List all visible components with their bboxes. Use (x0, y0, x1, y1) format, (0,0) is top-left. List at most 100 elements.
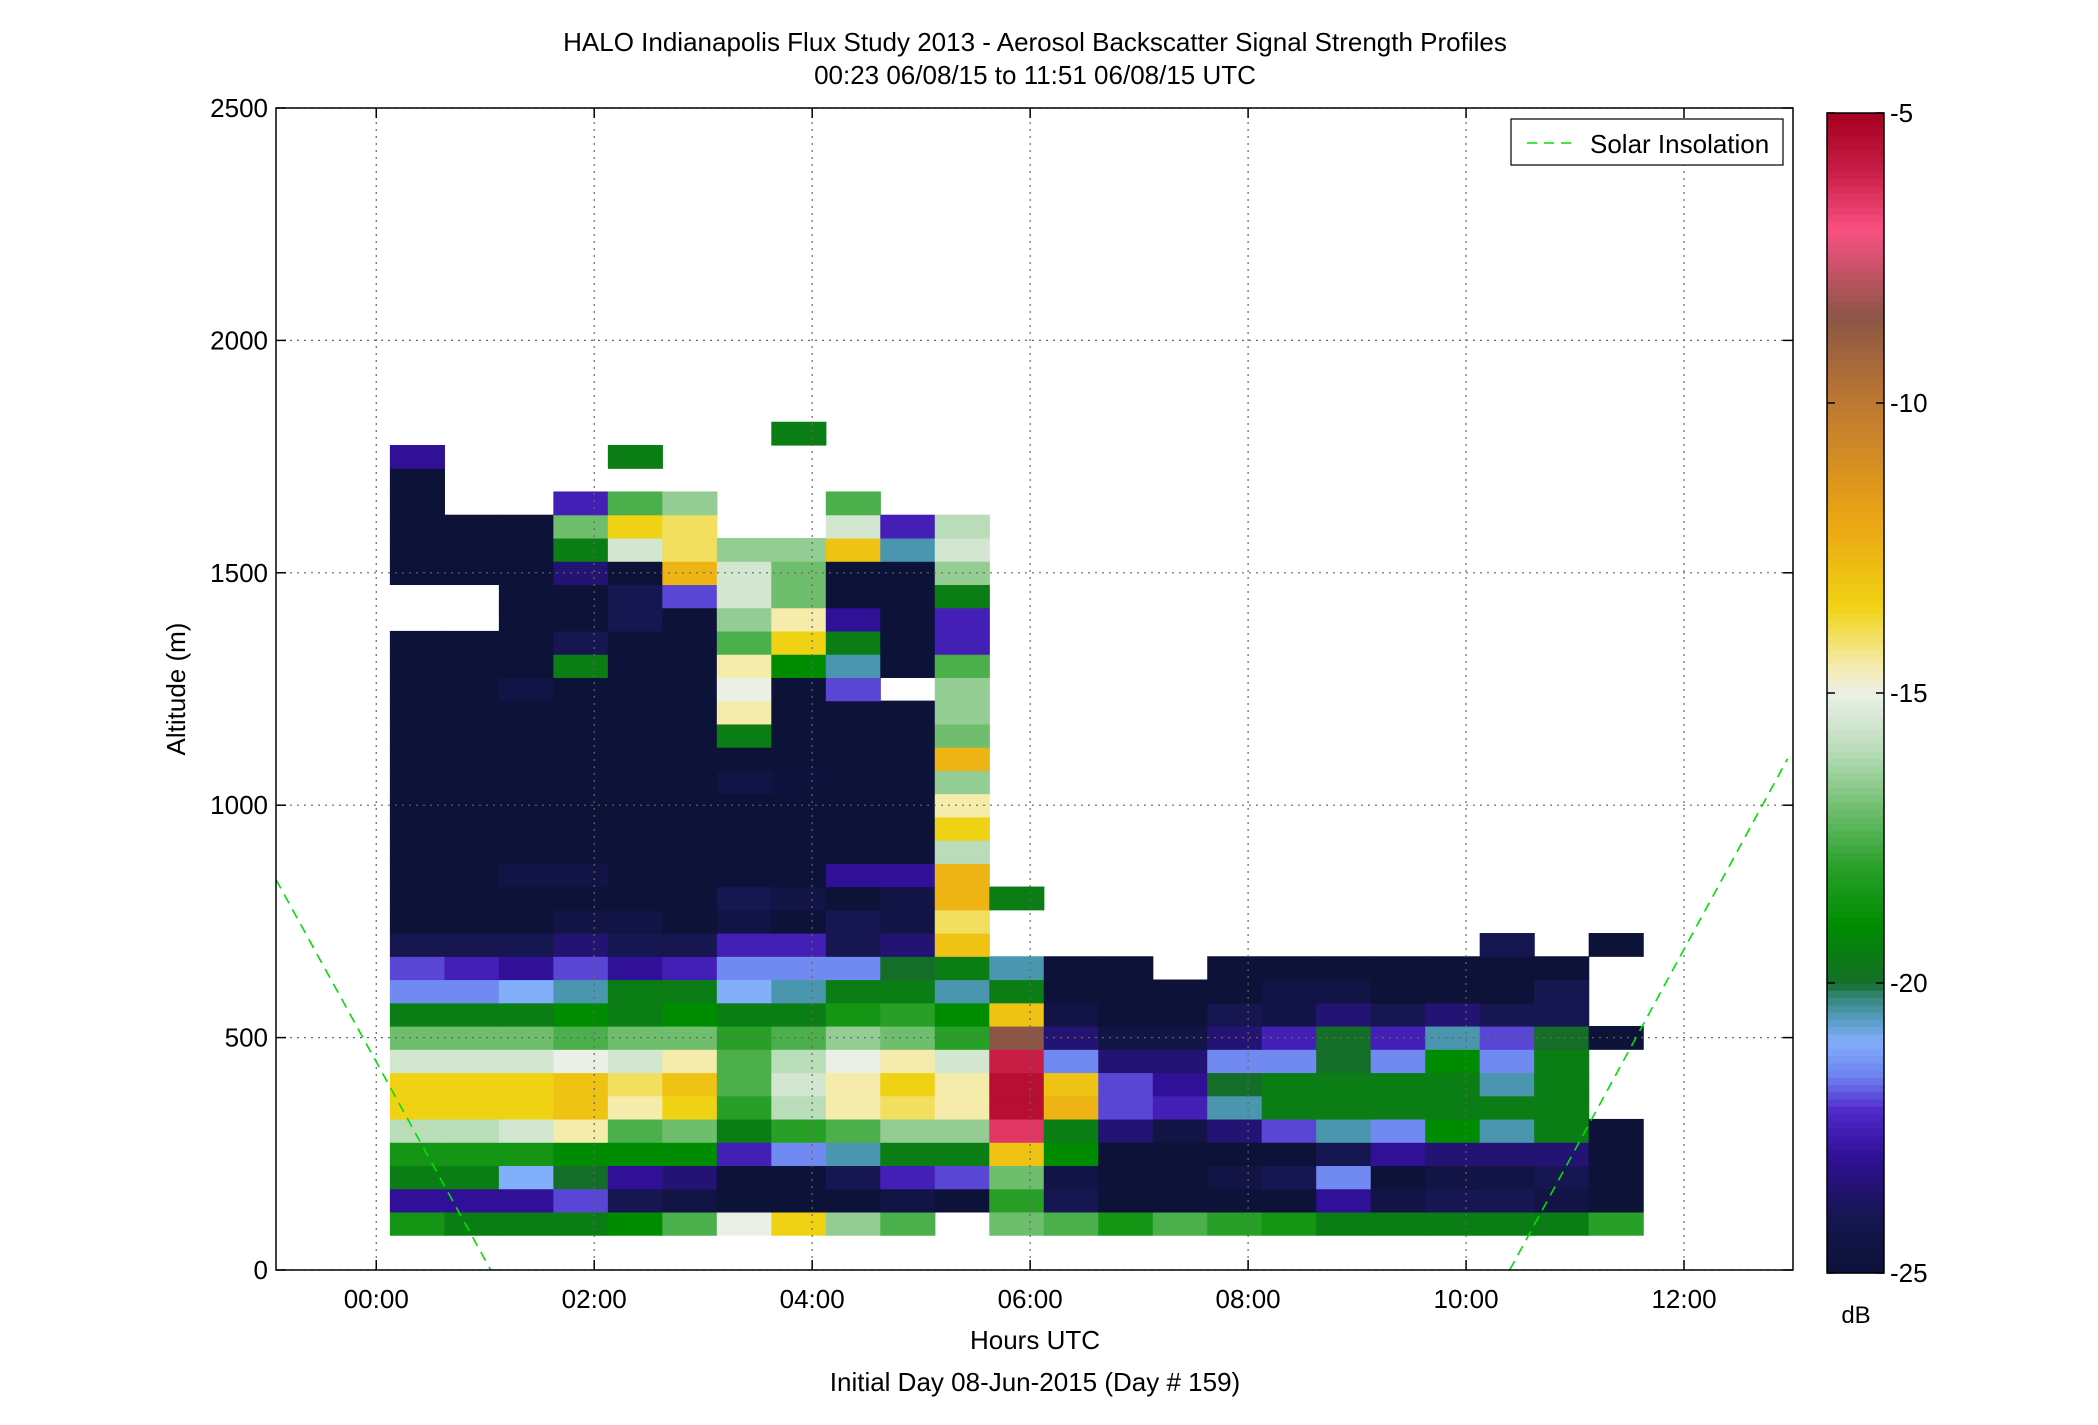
heatmap-cell (662, 654, 718, 678)
heatmap-cell (662, 491, 718, 516)
heatmap-cell (607, 1211, 663, 1236)
heatmap-cell (989, 1142, 1045, 1167)
heatmap-cell (389, 677, 445, 702)
heatmap-cell (1588, 1142, 1644, 1167)
heatmap-cell (498, 654, 554, 678)
heatmap-cell (989, 1025, 1045, 1050)
heatmap-cell (607, 1188, 663, 1213)
colorbar-swatch (1827, 765, 1884, 774)
colorbar-swatch (1827, 192, 1884, 201)
colorbar-swatch (1827, 1236, 1884, 1245)
heatmap-cell (1479, 1095, 1535, 1120)
heatmap-cell (716, 1188, 772, 1213)
colorbar-swatch (1827, 323, 1884, 332)
heatmap-cell (553, 677, 609, 702)
heatmap-cell (444, 1095, 500, 1120)
colorbar-swatch (1827, 968, 1884, 977)
heatmap-cell (771, 654, 827, 678)
colorbar-swatch (1827, 163, 1884, 172)
heatmap-cell (607, 1095, 663, 1120)
heatmap-cell (1316, 1072, 1372, 1097)
heatmap-cell (989, 1072, 1045, 1097)
heatmap-cell (1425, 1118, 1481, 1143)
heatmap-cell (1098, 1165, 1154, 1190)
heatmap-cell (880, 863, 936, 888)
heatmap-cell (662, 1211, 718, 1236)
heatmap-cell (607, 723, 663, 748)
heatmap-cell (389, 514, 445, 539)
heatmap-cell (389, 723, 445, 748)
heatmap-cell (1261, 1142, 1317, 1167)
heatmap-cell (389, 747, 445, 771)
heatmap-cell (444, 561, 500, 586)
colorbar-swatch (1827, 395, 1884, 404)
heatmap-cell (607, 956, 663, 981)
colorbar-swatch (1827, 714, 1884, 723)
colorbar-swatch (1827, 598, 1884, 607)
colorbar-swatch (1827, 1186, 1884, 1194)
heatmap-cell (553, 840, 609, 864)
colorbar-swatch (1827, 1178, 1884, 1187)
heatmap-cell (498, 1118, 554, 1143)
heatmap-cell (1098, 1188, 1154, 1213)
heatmap-cell (771, 584, 827, 609)
heatmap-cell (1479, 1049, 1535, 1074)
heatmap-cell (662, 840, 718, 864)
colorbar-swatch (1827, 649, 1884, 658)
heatmap-cell (1425, 1165, 1481, 1190)
heatmap-cell (444, 1049, 500, 1074)
colorbar-swatch (1827, 526, 1884, 535)
heatmap-cell (662, 1188, 718, 1213)
heatmap-cell (553, 956, 609, 981)
colorbar-swatch (1827, 809, 1884, 817)
heatmap-cell (1043, 1211, 1099, 1236)
heatmap-cell (771, 677, 827, 702)
heatmap-cell (825, 1188, 881, 1213)
colorbar-swatch (1827, 178, 1884, 187)
heatmap-cell (1261, 1002, 1317, 1027)
heatmap-cell (607, 444, 663, 469)
heatmap-cell (607, 537, 663, 562)
heatmap-cell (444, 863, 500, 888)
colorbar-swatch (1827, 946, 1884, 955)
heatmap-cell (662, 584, 718, 609)
heatmap-cell (498, 561, 554, 586)
heatmap-cell (934, 840, 990, 864)
heatmap-cell (934, 1049, 990, 1074)
heatmap-cell (1479, 979, 1535, 1004)
heatmap-cell (880, 909, 936, 934)
heatmap-cell (771, 607, 827, 632)
colorbar-swatch (1827, 1142, 1884, 1151)
colorbar-swatch (1827, 867, 1884, 875)
heatmap-cell (934, 654, 990, 678)
heatmap-cell (1479, 933, 1535, 957)
heatmap-cell (825, 584, 881, 609)
colorbar-swatch (1827, 482, 1884, 491)
heatmap-cell (607, 1025, 663, 1050)
heatmap-cell (1152, 1118, 1208, 1143)
heatmap-cell (825, 514, 881, 539)
heatmap-cell (553, 1095, 609, 1120)
heatmap-cell (498, 1165, 554, 1190)
heatmap-cell (553, 909, 609, 934)
heatmap-cell (607, 607, 663, 632)
heatmap-cell (1043, 1188, 1099, 1213)
heatmap-cell (880, 747, 936, 771)
colorbar-swatch (1827, 279, 1884, 288)
colorbar-swatch (1827, 1120, 1884, 1129)
heatmap-cell (553, 491, 609, 516)
heatmap-cell (880, 584, 936, 609)
heatmap-cell (716, 956, 772, 981)
colorbar-swatch (1827, 700, 1884, 709)
heatmap-cell (934, 770, 990, 795)
heatmap-cell (662, 677, 718, 702)
heatmap-cell (662, 1165, 718, 1190)
heatmap-cell (880, 840, 936, 864)
heatmap-cell (716, 561, 772, 586)
heatmap-cell (1207, 1049, 1263, 1074)
heatmap-cell (880, 1118, 936, 1143)
heatmap-cell (825, 747, 881, 771)
colorbar-swatch (1827, 1157, 1884, 1165)
heatmap-cell (771, 1025, 827, 1050)
heatmap-cell (553, 863, 609, 888)
